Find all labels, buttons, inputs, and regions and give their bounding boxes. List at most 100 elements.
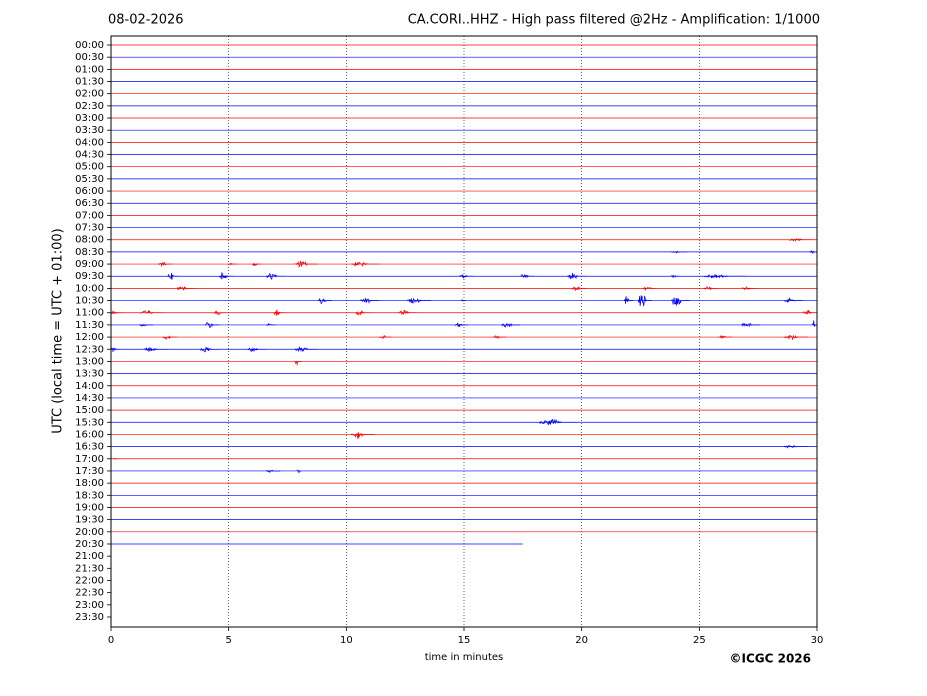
y-tick-label: 16:00 <box>75 429 104 440</box>
y-tick-label: 03:00 <box>75 113 104 124</box>
y-tick-label: 04:30 <box>75 150 104 161</box>
y-tick-label: 14:30 <box>75 393 104 404</box>
seismic-event <box>539 419 577 426</box>
y-tick-label: 00:00 <box>75 40 104 51</box>
y-tick-label: 01:30 <box>75 77 104 88</box>
y-tick-label: 12:30 <box>75 344 104 355</box>
seismic-event <box>461 299 467 302</box>
seismic-event <box>637 295 653 307</box>
seismic-event <box>157 261 173 267</box>
seismic-event <box>294 346 319 353</box>
x-tick-label: 10 <box>340 635 353 646</box>
seismic-event <box>718 334 733 339</box>
y-tick-label: 08:00 <box>75 235 104 246</box>
seismic-event <box>642 286 657 291</box>
seismic-event <box>176 286 196 291</box>
y-tick-label: 23:00 <box>75 600 104 611</box>
x-tick-label: 0 <box>108 635 114 646</box>
seismic-event <box>397 309 417 316</box>
seismic-event <box>143 346 168 353</box>
y-tick-label: 15:30 <box>75 417 104 428</box>
y-tick-label: 15:00 <box>75 405 104 416</box>
y-tick-label: 03:30 <box>75 125 104 136</box>
seismic-event <box>110 310 123 314</box>
seismic-event <box>247 347 266 353</box>
y-tick-label: 21:30 <box>75 563 104 574</box>
y-tick-label: 19:30 <box>75 515 104 526</box>
seismic-event <box>266 322 276 326</box>
seismic-event <box>407 297 431 305</box>
seismic-event <box>200 346 219 353</box>
seismic-event <box>459 274 474 279</box>
y-tick-label: 06:00 <box>75 186 104 197</box>
y-tick-label: 18:30 <box>75 490 104 501</box>
seismic-event <box>351 261 379 267</box>
y-tick-label: 21:00 <box>75 551 104 562</box>
seismic-event <box>624 296 633 304</box>
y-tick-label: 20:00 <box>75 527 104 538</box>
seismic-event <box>110 347 120 352</box>
seismic-event <box>703 285 718 290</box>
seismic-event <box>670 250 688 254</box>
seismic-event <box>783 445 808 449</box>
date-label: 08-02-2026 <box>108 13 184 28</box>
seismic-event <box>670 297 690 306</box>
seismic-event <box>492 334 507 340</box>
y-tick-label: 13:30 <box>75 369 104 380</box>
y-tick-label: 11:30 <box>75 320 104 331</box>
y-tick-label: 22:30 <box>75 588 104 599</box>
y-tick-label: 10:00 <box>75 283 104 294</box>
y-tick-label: 01:00 <box>75 64 104 75</box>
y-tick-label: 08:30 <box>75 247 104 258</box>
seismic-event <box>520 273 535 279</box>
seismic-event <box>294 260 319 268</box>
y-tick-label: 07:00 <box>75 210 104 221</box>
seismic-event <box>296 469 302 474</box>
y-tick-label: 23:30 <box>75 612 104 623</box>
y-tick-label: 22:00 <box>75 575 104 586</box>
seismic-event <box>809 249 817 254</box>
seismic-event <box>139 309 163 314</box>
y-tick-label: 18:00 <box>75 478 104 489</box>
y-tick-label: 02:30 <box>75 101 104 112</box>
seismic-event <box>671 274 681 279</box>
seismic-event <box>350 432 375 440</box>
seismic-event <box>783 297 803 303</box>
x-tick-label: 15 <box>458 635 471 646</box>
seismic-event <box>501 322 521 329</box>
y-tick-label: 09:30 <box>75 271 104 282</box>
seismic-event <box>783 334 808 341</box>
y-axis-label: UTC (local time = UTC + 01:00) <box>51 228 66 433</box>
seismic-event <box>811 320 817 328</box>
y-tick-label: 19:00 <box>75 502 104 513</box>
seismic-event <box>360 297 379 304</box>
seismic-event <box>571 286 587 291</box>
chart-title: CA.CORI..HHZ - High pass filtered @2Hz -… <box>408 13 820 28</box>
seismic-event <box>379 334 391 340</box>
seismic-event <box>294 360 302 366</box>
seismic-event <box>355 309 370 316</box>
x-tick-label: 25 <box>693 635 706 646</box>
seismic-event <box>139 323 154 327</box>
y-tick-label: 05:30 <box>75 174 104 185</box>
seismic-event <box>162 335 177 340</box>
x-axis-label: time in minutes <box>425 652 504 663</box>
y-tick-label: 00:30 <box>75 52 104 63</box>
seismic-event <box>273 309 285 316</box>
seismic-event <box>265 272 285 281</box>
seismic-event <box>266 469 281 474</box>
y-tick-label: 13:00 <box>75 356 104 367</box>
y-tick-label: 07:30 <box>75 223 104 234</box>
seismic-event <box>567 272 586 280</box>
y-tick-label: 05:00 <box>75 162 104 173</box>
seismic-event <box>788 238 813 243</box>
credit: ©ICGC 2026 <box>729 652 811 666</box>
seismic-event <box>741 322 761 328</box>
y-tick-label: 04:00 <box>75 137 104 148</box>
y-tick-label: 20:30 <box>75 539 104 550</box>
y-tick-label: 10:30 <box>75 296 104 307</box>
x-tick-label: 5 <box>225 635 231 646</box>
y-tick-label: 12:00 <box>75 332 104 343</box>
seismic-event <box>214 310 226 316</box>
